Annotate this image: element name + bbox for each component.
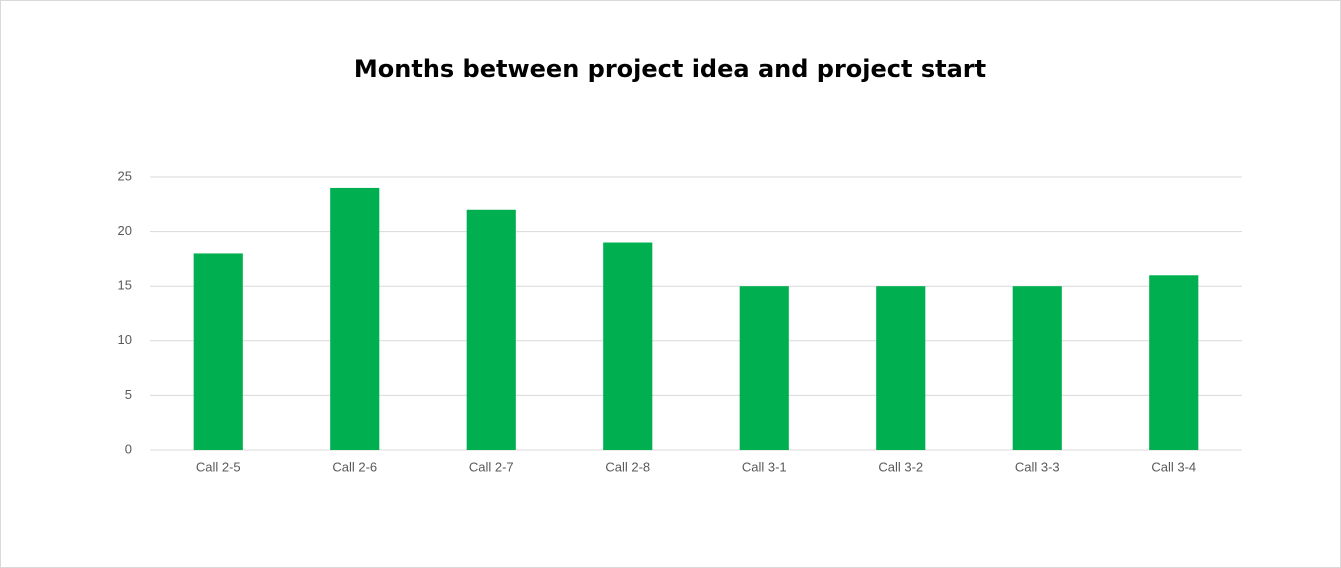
bar <box>603 242 653 450</box>
bar <box>193 253 243 450</box>
bar <box>466 209 516 450</box>
bar <box>330 187 380 451</box>
bar <box>876 286 926 450</box>
x-tick-label: Call 2-7 <box>469 459 514 474</box>
x-tick-label: Call 3-3 <box>1015 459 1060 474</box>
x-tick-label: Call 3-2 <box>878 459 923 474</box>
y-tick-label: 25 <box>118 168 132 183</box>
y-tick-label: 15 <box>118 278 132 293</box>
y-tick-label: 0 <box>125 441 132 456</box>
x-tick-label: Call 3-1 <box>742 459 787 474</box>
y-tick-label: 20 <box>118 223 132 238</box>
bar <box>1149 275 1199 450</box>
chart-title: Months between project idea and project … <box>354 55 986 83</box>
y-tick-label: 10 <box>118 332 132 347</box>
bar <box>739 286 789 450</box>
x-tick-label: Call 2-8 <box>605 459 650 474</box>
y-tick-label: 5 <box>125 387 132 402</box>
x-tick-label: Call 2-5 <box>196 459 241 474</box>
bar <box>1012 286 1062 450</box>
x-tick-label: Call 3-4 <box>1151 459 1196 474</box>
x-tick-label: Call 2-6 <box>332 459 377 474</box>
